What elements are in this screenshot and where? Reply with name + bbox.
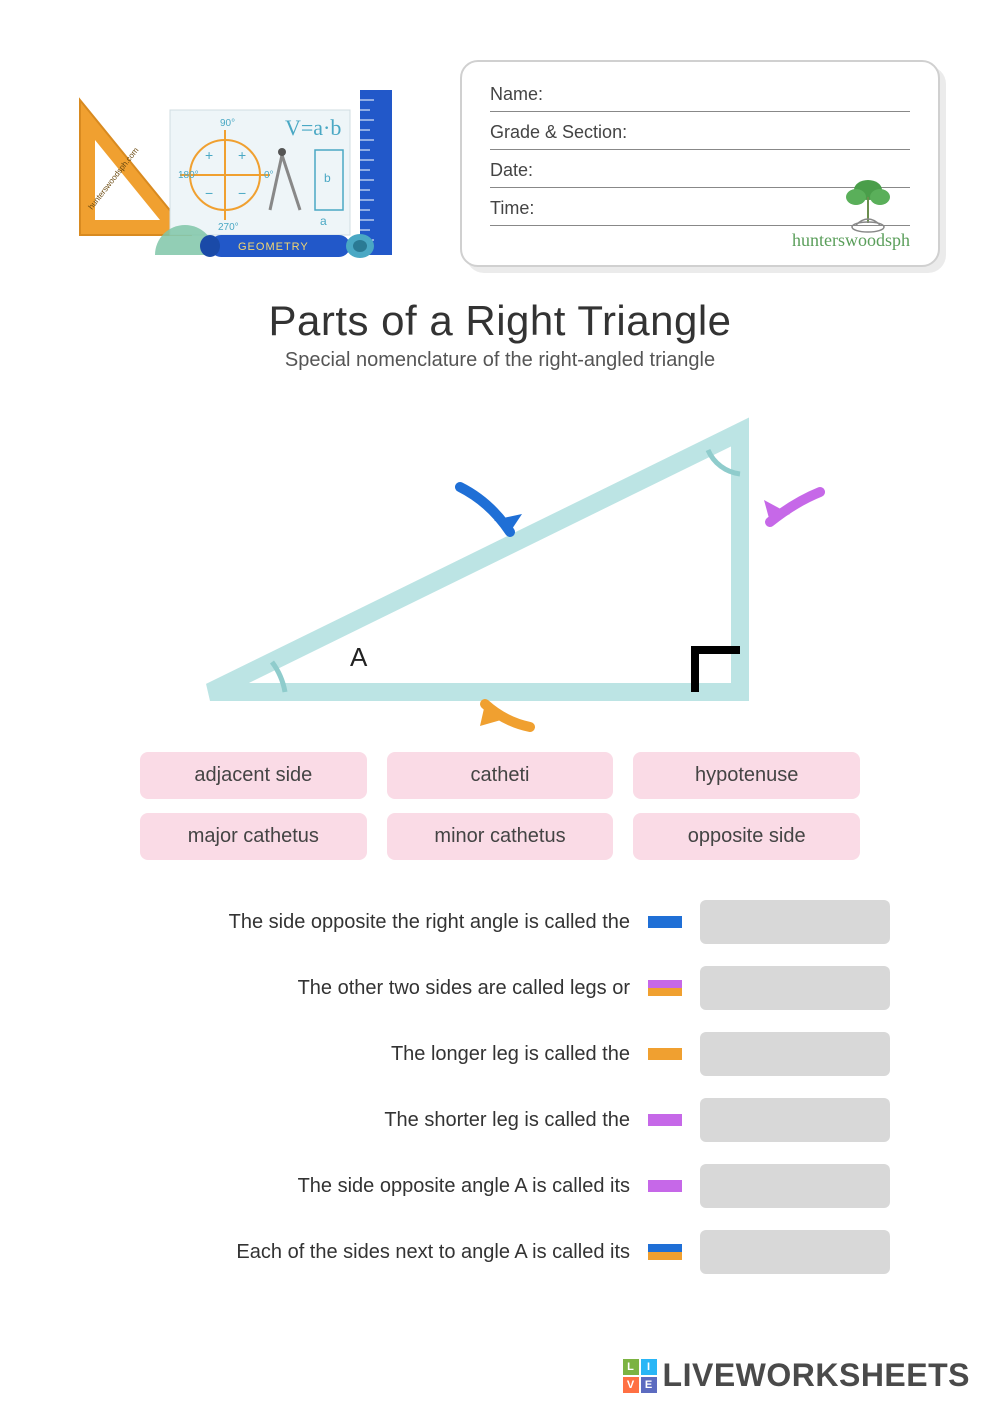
svg-text:+: +: [205, 147, 213, 163]
word-chip[interactable]: minor cathetus: [387, 813, 614, 860]
question-row: The longer leg is called the: [110, 1032, 890, 1076]
color-swatch: [648, 1244, 682, 1260]
question-text: The longer leg is called the: [391, 1043, 630, 1066]
question-text: The side opposite angle A is called its: [298, 1175, 630, 1198]
word-chip[interactable]: hypotenuse: [633, 752, 860, 799]
info-field-grade[interactable]: Grade & Section:: [490, 118, 910, 150]
svg-text:−: −: [238, 185, 246, 201]
page-title: Parts of a Right Triangle: [0, 297, 1000, 345]
word-chip[interactable]: adjacent side: [140, 752, 367, 799]
question-row: The side opposite angle A is called its: [110, 1164, 890, 1208]
question-text: The shorter leg is called the: [384, 1109, 630, 1132]
page-subtitle: Special nomenclature of the right-angled…: [0, 349, 1000, 372]
answer-box[interactable]: [700, 1032, 890, 1076]
plant-icon: [838, 175, 898, 235]
svg-text:180°: 180°: [178, 170, 199, 181]
color-swatch: [648, 916, 682, 928]
answer-box[interactable]: [700, 900, 890, 944]
footer-brand-text: LIVEWORKSHEETS: [663, 1357, 970, 1394]
title-block: Parts of a Right Triangle Special nomenc…: [0, 297, 1000, 372]
student-info-card: Name: Grade & Section: Date: Time: hunte…: [460, 60, 940, 267]
question-row: Each of the sides next to angle A is cal…: [110, 1230, 890, 1274]
color-swatch: [648, 1180, 682, 1192]
question-row: The shorter leg is called the: [110, 1098, 890, 1142]
questions-list: The side opposite the right angle is cal…: [110, 900, 890, 1274]
svg-text:270°: 270°: [218, 222, 239, 233]
svg-text:b: b: [324, 171, 331, 185]
geometry-clipart: hunterswoodsph.com 90° 180° 0° 270° + + …: [60, 60, 440, 260]
word-chip[interactable]: opposite side: [633, 813, 860, 860]
svg-text:0°: 0°: [264, 170, 274, 181]
svg-text:V=a·b: V=a·b: [285, 115, 341, 140]
question-text: The other two sides are called legs or: [298, 977, 630, 1000]
color-swatch: [648, 980, 682, 996]
word-chip[interactable]: major cathetus: [140, 813, 367, 860]
color-swatch: [648, 1048, 682, 1060]
triangle-diagram: A: [150, 392, 850, 732]
svg-text:GEOMETRY: GEOMETRY: [238, 241, 309, 253]
svg-text:a: a: [320, 214, 327, 228]
footer-logo: LIVE LIVEWORKSHEETS: [623, 1357, 970, 1394]
word-chip[interactable]: catheti: [387, 752, 614, 799]
question-text: The side opposite the right angle is cal…: [229, 911, 630, 934]
svg-text:90°: 90°: [220, 118, 235, 129]
question-row: The side opposite the right angle is cal…: [110, 900, 890, 944]
answer-box[interactable]: [700, 966, 890, 1010]
color-swatch: [648, 1114, 682, 1126]
info-field-name[interactable]: Name:: [490, 80, 910, 112]
svg-text:+: +: [238, 147, 246, 163]
question-row: The other two sides are called legs or: [110, 966, 890, 1010]
answer-box[interactable]: [700, 1164, 890, 1208]
live-badge-icon: LIVE: [623, 1359, 657, 1393]
vertex-label-a: A: [350, 642, 367, 673]
svg-text:−: −: [205, 185, 213, 201]
question-text: Each of the sides next to angle A is cal…: [236, 1241, 630, 1264]
answer-box[interactable]: [700, 1230, 890, 1274]
word-bank: adjacent side catheti hypotenuse major cath…: [140, 752, 860, 860]
answer-box[interactable]: [700, 1098, 890, 1142]
